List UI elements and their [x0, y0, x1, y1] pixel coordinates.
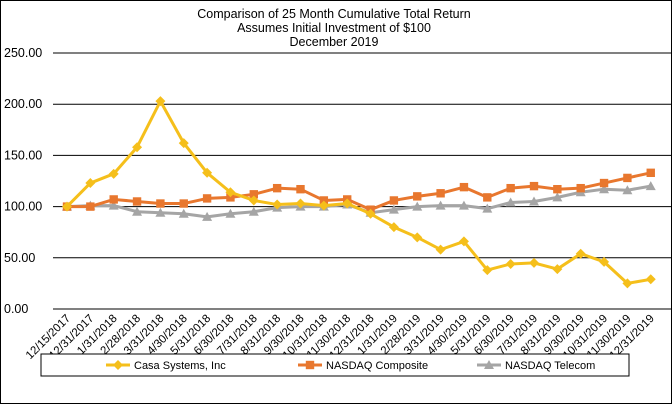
data-point: [248, 206, 259, 216]
data-point: [435, 200, 446, 210]
series-lines: [62, 96, 656, 289]
data-point: [529, 196, 539, 206]
legend-entry: NASDAQ Telecom: [477, 360, 595, 372]
data-point: [505, 197, 516, 207]
data-point: [225, 208, 236, 218]
data-point: [389, 196, 399, 205]
data-point: [388, 204, 399, 214]
data-point: [155, 207, 166, 217]
data-point: [62, 201, 72, 212]
data-point: [296, 184, 305, 194]
legend-label: NASDAQ Composite: [326, 360, 428, 372]
data-point: [575, 248, 586, 259]
data-point: [155, 96, 166, 107]
data-point: [458, 236, 469, 247]
data-point: [646, 168, 655, 178]
y-tick-label: 250.00: [4, 46, 42, 60]
series-line: [67, 171, 652, 212]
data-point: [623, 173, 632, 183]
data-point: [505, 258, 516, 269]
data-point: [435, 244, 446, 255]
chart-title: Comparison of 25 Month Cumulative Total …: [197, 7, 471, 49]
chart-title-line-3: December 2019: [290, 35, 379, 49]
y-tick-label: 0.00: [4, 302, 28, 316]
legend-entry: NASDAQ Composite: [298, 360, 428, 372]
data-point: [412, 232, 423, 243]
y-tick-label: 150.00: [4, 148, 42, 162]
data-point: [85, 178, 96, 189]
data-point: [108, 168, 119, 179]
data-point: [459, 182, 469, 192]
legend-label: NASDAQ Telecom: [505, 360, 595, 372]
y-tick-label: 200.00: [4, 97, 42, 111]
data-point: [132, 197, 142, 206]
data-point: [342, 198, 353, 209]
data-point: [202, 194, 212, 203]
data-point: [156, 199, 165, 208]
legend-marker: [305, 360, 315, 370]
data-point: [529, 181, 539, 191]
data-point: [272, 183, 282, 193]
legend-entry: Casa Systems, Inc: [106, 360, 226, 372]
data-point: [388, 222, 399, 233]
data-point: [576, 183, 585, 193]
data-point: [178, 208, 189, 218]
data-point: [226, 193, 235, 202]
series-2: [62, 181, 656, 221]
y-axis-ticks: 0.00 50.00 100.00 150.00 200.00 250.00: [4, 46, 42, 316]
data-point: [645, 181, 656, 191]
data-point: [622, 278, 633, 289]
data-point: [552, 264, 563, 275]
data-point: [599, 178, 609, 188]
chart-title-line-1: Comparison of 25 Month Cumulative Total …: [197, 7, 471, 21]
y-tick-label: 100.00: [4, 200, 42, 214]
legend-marker: [113, 360, 123, 370]
data-point: [225, 187, 236, 198]
series-1: [62, 168, 655, 214]
data-point: [132, 142, 143, 153]
legend-box: [40, 353, 630, 377]
data-point: [179, 199, 188, 208]
data-point: [318, 200, 329, 211]
legend: Casa Systems, Inc NASDAQ Composite NASDAQ …: [40, 353, 630, 377]
data-point: [529, 257, 539, 268]
data-point: [482, 203, 493, 213]
y-tick-label: 50.00: [4, 251, 35, 265]
data-point: [202, 211, 213, 221]
data-point: [552, 192, 563, 202]
data-point: [458, 200, 469, 210]
data-point: [272, 199, 283, 210]
legend-marker: [484, 360, 494, 369]
data-point: [202, 167, 213, 178]
data-point: [319, 196, 329, 205]
data-point: [553, 184, 562, 194]
data-point: [645, 274, 656, 285]
data-point: [249, 190, 258, 199]
data-point: [413, 192, 422, 201]
series-line: [66, 184, 652, 219]
gridlines: [53, 52, 671, 310]
data-point: [483, 193, 492, 202]
data-point: [482, 265, 493, 276]
data-point: [109, 195, 118, 204]
data-point: [86, 202, 95, 211]
data-point: [412, 201, 423, 211]
data-point: [132, 206, 143, 216]
data-point: [295, 198, 306, 209]
chart-title-line-2: Assumes Initial Investment of $100: [237, 21, 431, 35]
data-point: [436, 189, 445, 198]
data-point: [622, 185, 633, 195]
data-point: [365, 208, 376, 219]
series-line: [65, 99, 652, 285]
data-point: [108, 200, 119, 210]
data-point: [178, 138, 189, 149]
data-point: [506, 183, 515, 193]
legend-label: Casa Systems, Inc: [134, 360, 226, 372]
data-point: [599, 184, 610, 194]
data-point: [599, 256, 610, 267]
series-0: [62, 96, 656, 289]
data-point: [248, 195, 259, 206]
